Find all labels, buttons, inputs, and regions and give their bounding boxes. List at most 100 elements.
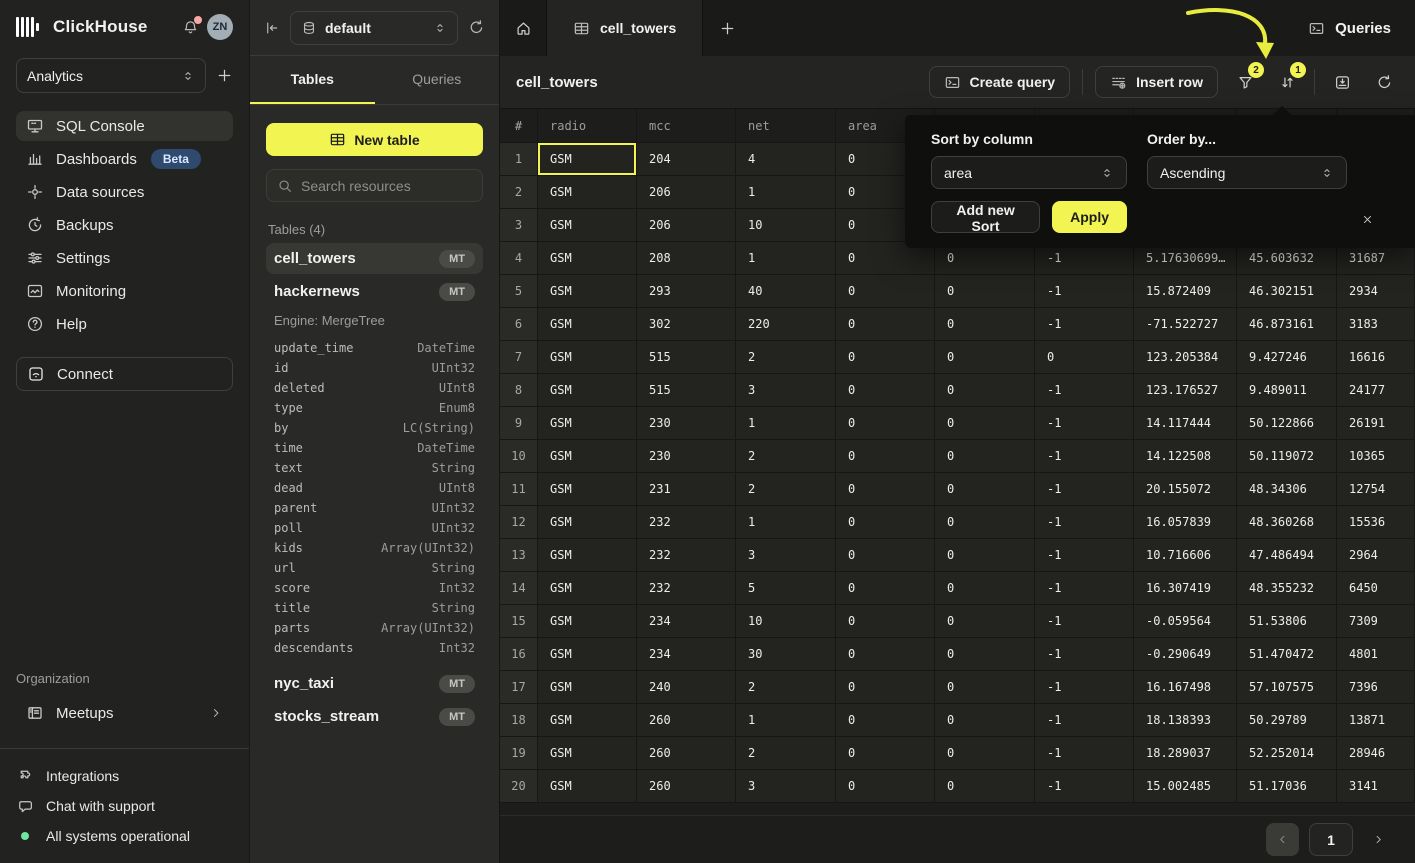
table-cell[interactable]: -1 bbox=[1035, 605, 1134, 638]
sort-column-select[interactable]: area bbox=[931, 156, 1127, 189]
table-cell[interactable]: 0 bbox=[836, 473, 935, 506]
table-cell[interactable]: 208 bbox=[637, 242, 736, 275]
table-cell[interactable]: 14.117444 bbox=[1134, 407, 1237, 440]
table-cell[interactable]: 51.53806 bbox=[1237, 605, 1337, 638]
column-header[interactable]: net bbox=[736, 109, 836, 143]
table-cell[interactable]: 0 bbox=[836, 671, 935, 704]
table-cell[interactable]: 57.107575 bbox=[1237, 671, 1337, 704]
table-cell[interactable]: -71.522727 bbox=[1134, 308, 1237, 341]
table-cell[interactable]: -1 bbox=[1035, 737, 1134, 770]
current-page-button[interactable]: 1 bbox=[1309, 823, 1353, 856]
table-cell[interactable]: 515 bbox=[637, 374, 736, 407]
remove-sort-button[interactable] bbox=[1361, 213, 1374, 226]
table-cell[interactable]: -1 bbox=[1035, 704, 1134, 737]
table-cell[interactable]: 16616 bbox=[1337, 341, 1415, 374]
table-cell[interactable]: 0 bbox=[935, 638, 1035, 671]
table-cell[interactable]: 1 bbox=[736, 407, 836, 440]
refresh-resources-icon[interactable] bbox=[468, 19, 485, 36]
table-cell[interactable]: 0 bbox=[836, 770, 935, 803]
table-item-cell-towers[interactable]: cell_towers MT bbox=[266, 243, 483, 274]
table-cell[interactable]: GSM bbox=[538, 737, 637, 770]
table-cell[interactable]: 48.34306 bbox=[1237, 473, 1337, 506]
table-cell[interactable]: 16.057839 bbox=[1134, 506, 1237, 539]
table-cell[interactable]: 515 bbox=[637, 341, 736, 374]
table-cell[interactable]: 7309 bbox=[1337, 605, 1415, 638]
footer-item-all-systems-operational[interactable]: All systems operational bbox=[16, 823, 233, 849]
table-cell[interactable]: 15.002485 bbox=[1134, 770, 1237, 803]
table-cell[interactable]: 0 bbox=[935, 473, 1035, 506]
footer-item-chat-with-support[interactable]: Chat with support bbox=[16, 793, 233, 819]
table-cell[interactable]: 18.138393 bbox=[1134, 704, 1237, 737]
table-cell[interactable]: 16.307419 bbox=[1134, 572, 1237, 605]
table-cell[interactable]: GSM bbox=[538, 407, 637, 440]
search-box[interactable] bbox=[266, 169, 483, 202]
column-header[interactable]: mcc bbox=[637, 109, 736, 143]
add-new-sort-button[interactable]: Add new Sort bbox=[931, 201, 1041, 234]
table-cell[interactable]: 28946 bbox=[1337, 737, 1415, 770]
table-cell[interactable]: 232 bbox=[637, 572, 736, 605]
selected-cell[interactable]: GSM bbox=[538, 143, 637, 176]
export-button[interactable] bbox=[1327, 67, 1357, 97]
table-cell[interactable]: 3 bbox=[736, 539, 836, 572]
table-cell[interactable]: 0 bbox=[836, 638, 935, 671]
table-cell[interactable]: 0 bbox=[836, 308, 935, 341]
table-cell[interactable]: 1 bbox=[736, 506, 836, 539]
home-tab[interactable] bbox=[500, 0, 547, 56]
table-cell[interactable]: 1 bbox=[736, 242, 836, 275]
table-cell[interactable]: 15536 bbox=[1337, 506, 1415, 539]
table-cell[interactable]: GSM bbox=[538, 209, 637, 242]
notifications-bell-icon[interactable] bbox=[182, 15, 202, 36]
table-cell[interactable]: 293 bbox=[637, 275, 736, 308]
avatar[interactable]: ZN bbox=[207, 14, 233, 40]
table-cell[interactable]: 2934 bbox=[1337, 275, 1415, 308]
create-query-button[interactable]: Create query bbox=[928, 66, 1071, 98]
column-header[interactable]: radio bbox=[538, 109, 637, 143]
table-cell[interactable]: 3183 bbox=[1337, 308, 1415, 341]
table-cell[interactable]: 2 bbox=[736, 473, 836, 506]
table-cell[interactable]: 0 bbox=[836, 737, 935, 770]
sidebar-item-help[interactable]: Help bbox=[16, 309, 233, 339]
table-cell[interactable]: 10365 bbox=[1337, 440, 1415, 473]
refresh-table-button[interactable] bbox=[1369, 67, 1399, 97]
table-cell[interactable]: 232 bbox=[637, 506, 736, 539]
table-cell[interactable]: -1 bbox=[1035, 374, 1134, 407]
table-cell[interactable]: 260 bbox=[637, 737, 736, 770]
table-cell[interactable]: 0 bbox=[836, 704, 935, 737]
table-cell[interactable]: -1 bbox=[1035, 440, 1134, 473]
table-cell[interactable]: 52.252014 bbox=[1237, 737, 1337, 770]
table-cell[interactable]: GSM bbox=[538, 341, 637, 374]
table-cell[interactable]: 0 bbox=[935, 506, 1035, 539]
collapse-panel-icon[interactable] bbox=[264, 20, 280, 36]
table-cell[interactable]: 3 bbox=[736, 770, 836, 803]
search-input[interactable] bbox=[301, 177, 472, 194]
table-cell[interactable]: GSM bbox=[538, 671, 637, 704]
table-cell[interactable]: 50.119072 bbox=[1237, 440, 1337, 473]
footer-item-integrations[interactable]: Integrations bbox=[16, 763, 233, 789]
table-cell[interactable]: 3 bbox=[736, 374, 836, 407]
sidebar-item-backups[interactable]: Backups bbox=[16, 210, 233, 240]
apply-sort-button[interactable]: Apply bbox=[1052, 201, 1127, 233]
table-cell[interactable]: 2964 bbox=[1337, 539, 1415, 572]
table-cell[interactable]: 2 bbox=[736, 341, 836, 374]
table-cell[interactable]: 10 bbox=[736, 209, 836, 242]
table-cell[interactable]: 24177 bbox=[1337, 374, 1415, 407]
table-cell[interactable]: 302 bbox=[637, 308, 736, 341]
table-cell[interactable]: 0 bbox=[935, 704, 1035, 737]
sort-order-select[interactable]: Ascending bbox=[1147, 156, 1347, 189]
sidebar-item-data-sources[interactable]: Data sources bbox=[16, 177, 233, 207]
table-cell[interactable]: 0 bbox=[935, 572, 1035, 605]
sidebar-item-settings[interactable]: Settings bbox=[16, 243, 233, 273]
table-cell[interactable]: 206 bbox=[637, 209, 736, 242]
table-cell[interactable]: 47.486494 bbox=[1237, 539, 1337, 572]
table-cell[interactable]: GSM bbox=[538, 572, 637, 605]
table-cell[interactable]: 123.176527 bbox=[1134, 374, 1237, 407]
table-cell[interactable]: 50.29789 bbox=[1237, 704, 1337, 737]
tab-cell-towers[interactable]: cell_towers bbox=[547, 0, 704, 56]
table-cell[interactable]: 230 bbox=[637, 440, 736, 473]
table-cell[interactable]: -0.290649 bbox=[1134, 638, 1237, 671]
table-cell[interactable]: GSM bbox=[538, 638, 637, 671]
table-cell[interactable]: 260 bbox=[637, 704, 736, 737]
table-cell[interactable]: -1 bbox=[1035, 638, 1134, 671]
table-cell[interactable]: -1 bbox=[1035, 539, 1134, 572]
insert-row-button[interactable]: Insert row bbox=[1095, 66, 1218, 98]
